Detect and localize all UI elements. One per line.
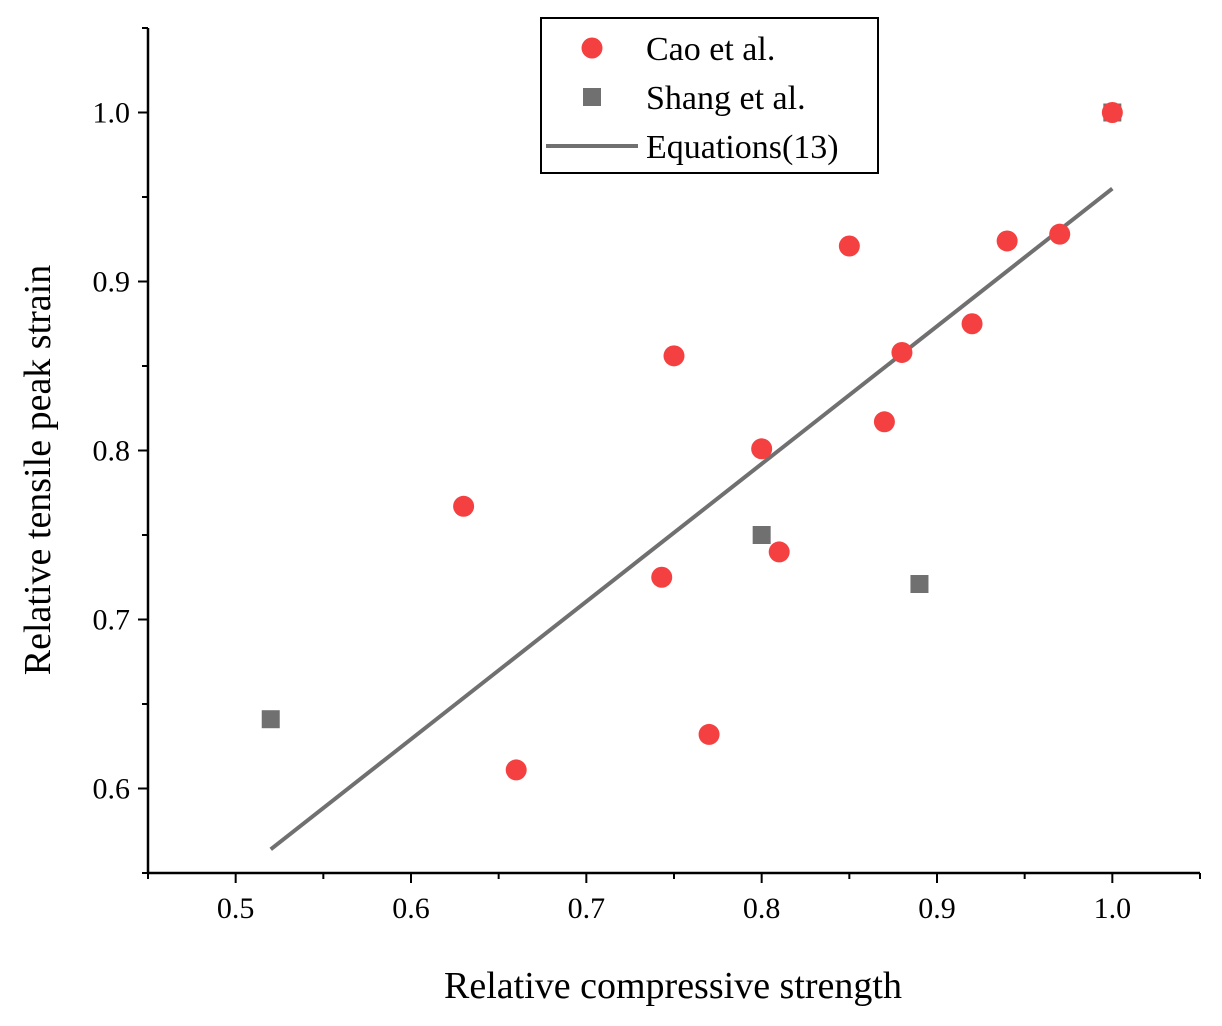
fit-line-layer — [269, 186, 1114, 851]
legend: Cao et al. Shang et al. Equations(13) — [540, 17, 879, 174]
cao-data-point — [891, 341, 913, 363]
x-tick-label: 0.8 — [743, 892, 781, 925]
legend-label: Cao et al. — [646, 31, 775, 68]
cao-data-point — [996, 230, 1018, 252]
cao-data-point — [505, 759, 527, 781]
y-tick-label: 1.0 — [93, 97, 131, 130]
cao-data-point — [453, 495, 475, 517]
cao-data-point — [1049, 223, 1071, 245]
shang-data-point — [910, 575, 929, 594]
y-tick-label: 0.7 — [93, 604, 131, 637]
legend-label: Equations(13) — [646, 129, 839, 166]
legend-cao-marker — [581, 37, 603, 59]
y-axis-title: Relative tensile peak strain — [17, 265, 59, 675]
cao-data-point — [651, 566, 673, 588]
x-tick-label: 0.6 — [392, 892, 430, 925]
x-tick-label: 0.7 — [568, 892, 606, 925]
y-tick-label: 0.9 — [93, 266, 131, 299]
x-axis-title: Relative compressive strength — [444, 965, 902, 1007]
shang-data-point — [752, 526, 771, 544]
cao-data-point — [961, 313, 983, 335]
x-tick-label: 0.9 — [918, 892, 956, 925]
x-tick-label: 1.0 — [1094, 892, 1132, 925]
cao-data-point — [1101, 102, 1123, 123]
cao-data-point — [751, 438, 773, 460]
shang-data-point — [261, 710, 280, 729]
data-points-layer — [261, 102, 1123, 781]
legend-shang-marker — [583, 88, 601, 106]
cao-data-point — [768, 541, 790, 563]
axes: 0.5 0.6 0.7 0.8 0.9 1.0 0.6 0.7 0.8 0.9 1.0 — [93, 27, 1201, 925]
y-tick-label: 0.6 — [93, 773, 131, 806]
cao-data-point — [698, 723, 720, 745]
legend-label: Shang et al. — [646, 80, 806, 117]
x-tick-label: 0.5 — [217, 892, 255, 925]
y-tick-label: 0.8 — [93, 435, 131, 468]
cao-data-point — [663, 345, 685, 367]
cao-data-point — [873, 411, 895, 433]
equation-13-line — [269, 186, 1114, 851]
cao-data-point — [838, 235, 860, 257]
